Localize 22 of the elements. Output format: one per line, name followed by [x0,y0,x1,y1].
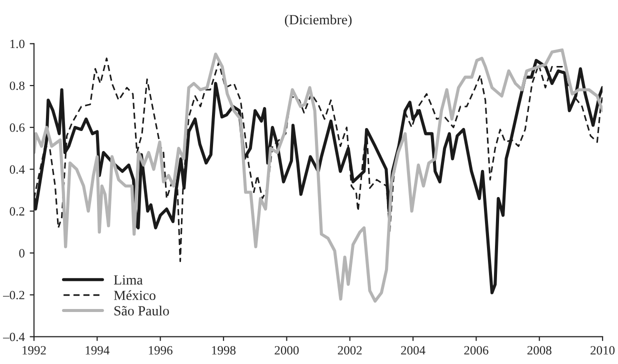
y-tick-label: 0.4 [10,165,25,174]
legend-label: México [114,290,156,300]
x-tick-label: 2008 [527,346,552,355]
y-tick-label: 0.2 [10,207,24,216]
y-tick-label: 0.6 [10,123,25,132]
y-tick-label: 1.0 [10,40,24,48]
x-tick-label: 2004 [401,346,426,355]
legend-label: São Paulo [114,306,169,316]
x-tick-label: 2010 [590,346,615,355]
chart-title: (Diciembre) [284,14,352,28]
x-tick-label: 2006 [464,346,488,355]
x-tick-label: 1992 [22,346,46,355]
x-tick-label: 1996 [148,346,172,355]
legend-label: Lima [114,275,143,285]
x-tick-label: 1998 [212,346,236,355]
y-tick-label: –0.4 [3,332,25,342]
x-tick-label: 1994 [86,346,110,355]
y-tick-label: 0 [19,249,24,258]
x-tick-label: 2000 [274,346,299,355]
y-tick-label: –0.2 [3,290,24,300]
x-tick-label: 2002 [338,346,362,355]
y-tick-label: 0.8 [10,82,24,90]
